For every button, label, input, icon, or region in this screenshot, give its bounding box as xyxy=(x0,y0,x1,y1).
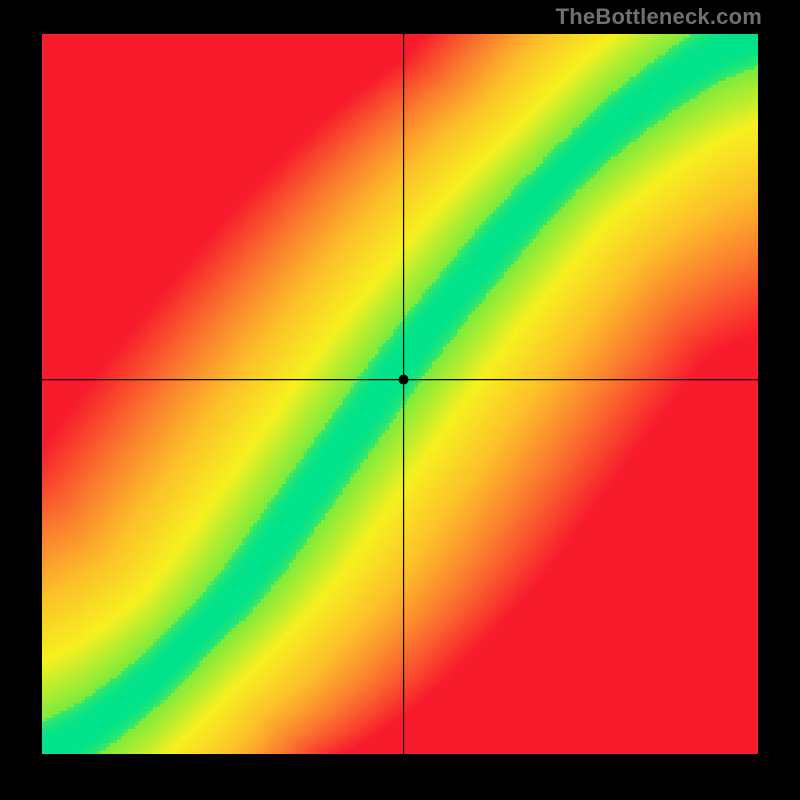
figure-stage: TheBottleneck.com xyxy=(0,0,800,800)
plot-area xyxy=(42,34,758,754)
watermark-text: TheBottleneck.com xyxy=(556,4,762,30)
crosshair-marker xyxy=(399,375,409,385)
crosshair-overlay xyxy=(42,34,758,754)
